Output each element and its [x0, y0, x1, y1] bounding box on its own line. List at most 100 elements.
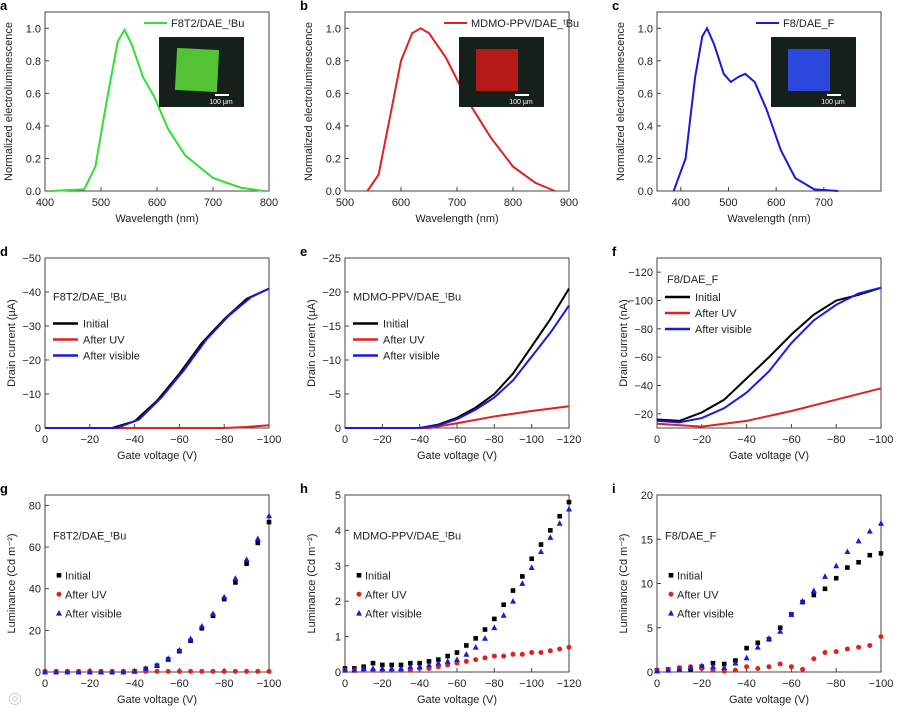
x-axis-label: Gate voltage (V)	[417, 450, 497, 462]
x-tick-label: −100	[869, 434, 894, 446]
x-tick-label: −40	[737, 434, 756, 446]
legend-label: After visible	[365, 608, 422, 620]
x-tick-label: 500	[719, 197, 737, 209]
data-point-circle	[538, 650, 544, 656]
y-tick-label: 20	[29, 625, 41, 637]
y-tick-label: 4	[335, 525, 341, 537]
series-line-f8t2-dae_-bu	[50, 27, 264, 192]
data-point-square	[566, 499, 572, 505]
y-tick-label: −15	[322, 321, 341, 333]
y-tick-label: −50	[22, 253, 41, 265]
x-tick-label: 800	[260, 197, 278, 209]
data-point-triangle	[64, 668, 71, 675]
data-point-square	[255, 540, 261, 546]
legend-label: Initial	[365, 570, 391, 582]
panel-letter: d	[0, 244, 8, 259]
y-tick-label: 0.6	[26, 88, 41, 100]
data-point-square	[755, 640, 761, 646]
data-point-square	[266, 519, 272, 525]
data-point-triangle	[665, 667, 672, 673]
x-tick-label: 700	[204, 197, 222, 209]
x-tick-label: −20	[80, 434, 99, 446]
x-tick-label: −40	[737, 678, 756, 690]
y-tick-label: 80	[29, 500, 41, 512]
y-tick-label: 1.0	[26, 23, 41, 35]
panel-e: e 0 −20 −40 −60 −80 −100 −120 0 −5 −10 −15 −20 −25 Gat…	[300, 244, 581, 462]
y-tick-label: −120	[628, 267, 653, 279]
x-axis-label: Wavelength (nm)	[115, 213, 198, 225]
legend-label: F8/DAE_F	[783, 18, 835, 30]
x-tick-label: −80	[827, 678, 846, 690]
series-line-after-visible	[45, 287, 270, 429]
data-point-circle	[510, 651, 516, 657]
data-point-triangle	[187, 635, 194, 642]
y-axis-label: Drain current (nA)	[618, 299, 630, 386]
data-point-circle	[188, 668, 194, 674]
data-point-circle	[777, 661, 783, 667]
x-tick-label: 600	[148, 197, 166, 209]
data-point-triangle	[743, 654, 750, 661]
x-tick-label: −80	[215, 434, 234, 446]
plot-frame	[656, 257, 882, 429]
data-point-triangle	[176, 646, 183, 653]
data-point-triangle	[833, 562, 840, 569]
y-tick-label: 20	[641, 490, 653, 502]
y-tick-label: 0.8	[326, 56, 341, 68]
y-tick-label: 0.6	[638, 88, 653, 100]
data-point-square	[398, 662, 404, 668]
legend-label: After UV	[383, 335, 425, 347]
data-point-triangle	[654, 667, 660, 674]
x-tick-label: −20	[373, 678, 392, 690]
data-point-square	[856, 559, 861, 565]
data-point-circle	[800, 666, 806, 672]
data-point-circle	[878, 634, 884, 640]
data-point-circle	[744, 664, 750, 670]
emission-pixel	[476, 49, 518, 91]
x-tick-label: −100	[869, 678, 894, 690]
data-point-triangle	[198, 622, 205, 629]
y-tick-label: 0.4	[326, 121, 341, 133]
data-point-triangle	[676, 666, 683, 672]
y-tick-label: 0.2	[638, 153, 653, 165]
emission-pixel	[174, 47, 220, 93]
data-point-triangle	[472, 644, 479, 650]
data-point-triangle	[75, 668, 82, 675]
x-tick-label: −80	[827, 434, 846, 446]
data-point-square	[845, 565, 850, 570]
legend-label: After visible	[65, 608, 122, 620]
data-point-triangle	[844, 548, 851, 555]
data-point-square	[244, 561, 249, 567]
data-point-triangle	[463, 651, 470, 657]
x-tick-label: 0	[42, 678, 48, 690]
x-tick-label: −80	[485, 434, 504, 446]
data-point-circle	[244, 668, 250, 674]
data-point-circle	[732, 667, 738, 673]
data-point-triangle	[120, 668, 127, 675]
data-point-triangle	[109, 668, 116, 675]
data-point-circle	[482, 655, 488, 661]
plot-frame	[656, 11, 882, 192]
panel-d: d 0 −20 −40 −60 −80 −100 0 −10 −20 −30 −40 −50 Gate v…	[0, 244, 281, 462]
data-point-circle	[473, 657, 479, 663]
x-tick-label: 0	[654, 678, 660, 690]
data-point-circle	[811, 656, 817, 662]
data-point-circle	[266, 668, 272, 674]
x-tick-label: −60	[448, 434, 467, 446]
y-axis-label: Normalized electroluminescence	[303, 22, 315, 181]
legend-label: After UV	[65, 589, 107, 601]
y-tick-label: 0.0	[638, 186, 653, 198]
data-point-square	[538, 542, 544, 547]
x-axis-label: Wavelength (nm)	[727, 213, 810, 225]
legend-label: Initial	[83, 319, 109, 331]
x-tick-label: −120	[557, 434, 582, 446]
data-point-circle	[154, 668, 160, 674]
data-point-triangle	[426, 661, 432, 668]
x-tick-label: −60	[170, 678, 189, 690]
y-tick-label: −20	[634, 409, 653, 421]
y-tick-label: 0.8	[26, 56, 41, 68]
data-point-triangle	[491, 624, 498, 631]
data-point-square	[389, 662, 394, 668]
data-point-square	[445, 653, 450, 659]
data-point-square	[473, 636, 478, 641]
data-point-triangle	[732, 659, 739, 666]
